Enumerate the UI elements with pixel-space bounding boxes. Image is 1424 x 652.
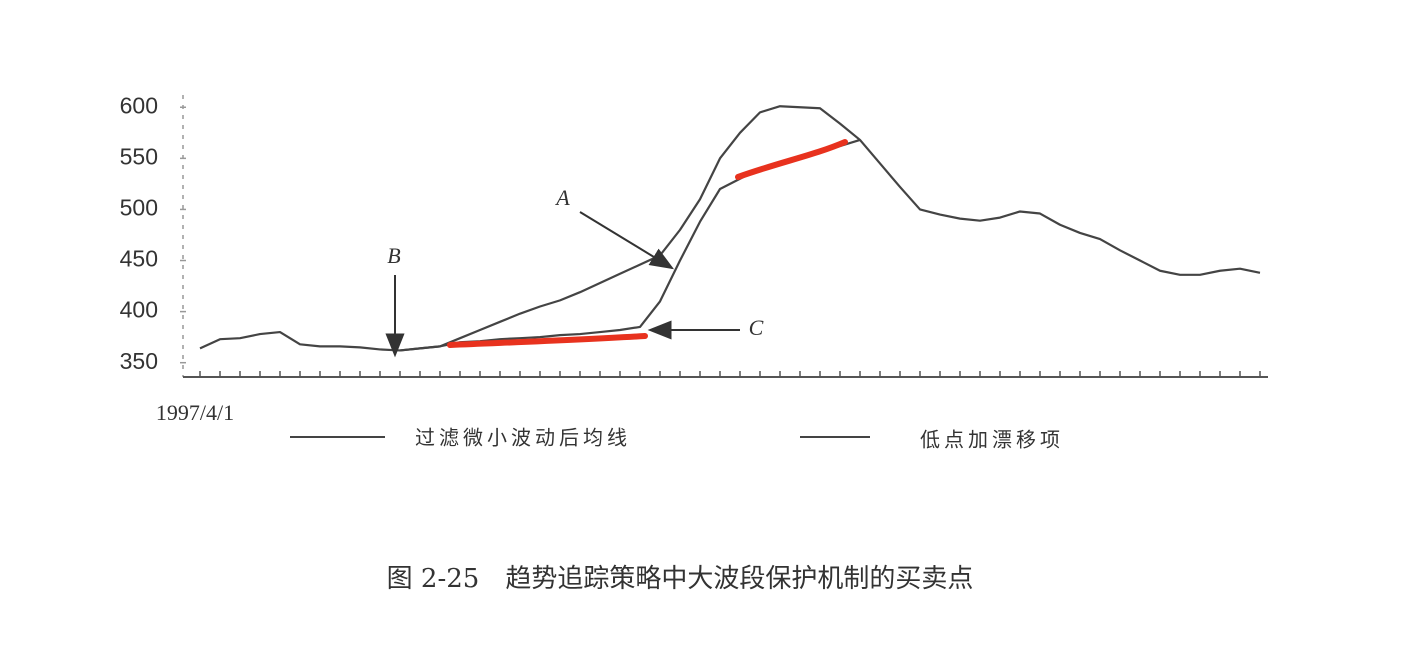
series-line [399, 138, 861, 352]
y-tick-label: 500 [120, 195, 158, 221]
series-line [199, 105, 1261, 352]
annotation: A [554, 185, 570, 210]
highlight [735, 139, 848, 180]
annotation: B [387, 243, 400, 268]
annotation: C [749, 315, 764, 340]
y-tick-label: 550 [120, 143, 158, 169]
y-tick-label: 400 [120, 297, 158, 323]
plot: 350 400 450 500 550 600 [120, 92, 1261, 377]
y-tick-label: 600 [120, 92, 158, 118]
caption: 图 2-25 趋势追踪策略中大波段保护机制的买卖点 [387, 564, 974, 594]
legend-label: 过滤微小波动后均线 [415, 426, 631, 450]
x-tick-label: 1997/4/1 [156, 400, 234, 425]
y-tick-label: 350 [120, 348, 158, 374]
y-tick-label: 450 [120, 246, 158, 272]
arrow [579, 211, 675, 270]
highlight [447, 333, 648, 348]
legend-label: 低点加漂移项 [920, 428, 1064, 452]
